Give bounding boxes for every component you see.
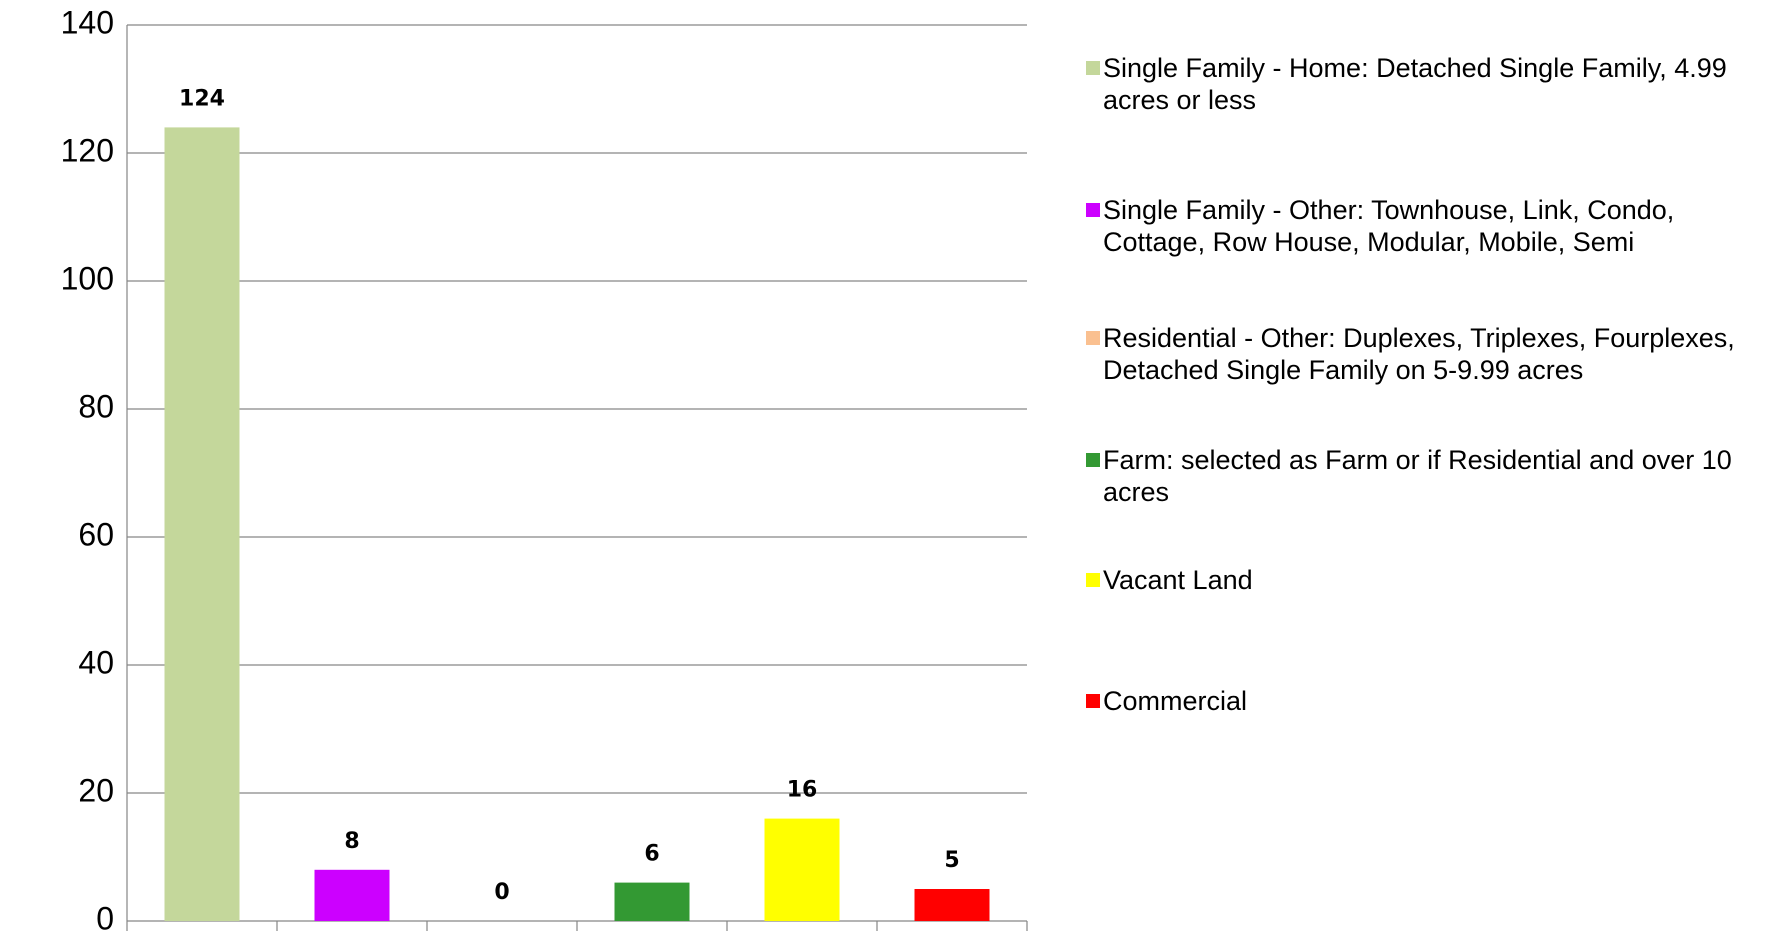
data-label: 124	[179, 86, 225, 111]
legend-swatch	[1086, 331, 1100, 345]
legend-label: Farm: selected as Farm or if Residential…	[1103, 445, 1732, 507]
y-tick-label: 40	[78, 644, 114, 680]
legend-swatch	[1086, 694, 1100, 708]
y-tick-label: 20	[78, 772, 114, 808]
bar	[314, 869, 390, 921]
legend-item: Commercial	[1086, 685, 1766, 717]
legend-swatch	[1086, 573, 1100, 587]
legend-label: Commercial	[1103, 686, 1248, 716]
y-tick-label: 0	[96, 900, 114, 936]
data-label: 8	[344, 829, 359, 854]
data-label: 6	[644, 842, 659, 867]
y-tick-label: 60	[78, 516, 114, 552]
bar	[614, 882, 690, 921]
bar	[164, 127, 240, 921]
bar	[914, 889, 990, 921]
legend-item: Residential - Other: Duplexes, Triplexes…	[1086, 322, 1766, 386]
legend-item: Vacant Land	[1086, 564, 1766, 596]
legend-swatch	[1086, 61, 1100, 75]
y-tick-label: 100	[61, 260, 114, 296]
y-tick-label: 140	[61, 4, 114, 40]
y-tick-label: 80	[78, 388, 114, 424]
y-tick-label: 120	[61, 132, 114, 168]
legend-label: Vacant Land	[1103, 565, 1253, 595]
legend-swatch	[1086, 453, 1100, 467]
legend-item: Farm: selected as Farm or if Residential…	[1086, 444, 1766, 508]
data-label: 0	[494, 880, 509, 905]
legend-item: Single Family - Other: Townhouse, Link, …	[1086, 194, 1766, 258]
data-label: 5	[944, 848, 959, 873]
legend-item: Single Family - Home: Detached Single Fa…	[1086, 52, 1766, 116]
bar	[764, 818, 840, 921]
legend-label: Single Family - Home: Detached Single Fa…	[1103, 53, 1727, 115]
data-label: 16	[787, 778, 818, 803]
legend-label: Residential - Other: Duplexes, Triplexes…	[1103, 323, 1735, 385]
legend-label: Single Family - Other: Townhouse, Link, …	[1103, 195, 1675, 257]
legend-swatch	[1086, 203, 1100, 217]
